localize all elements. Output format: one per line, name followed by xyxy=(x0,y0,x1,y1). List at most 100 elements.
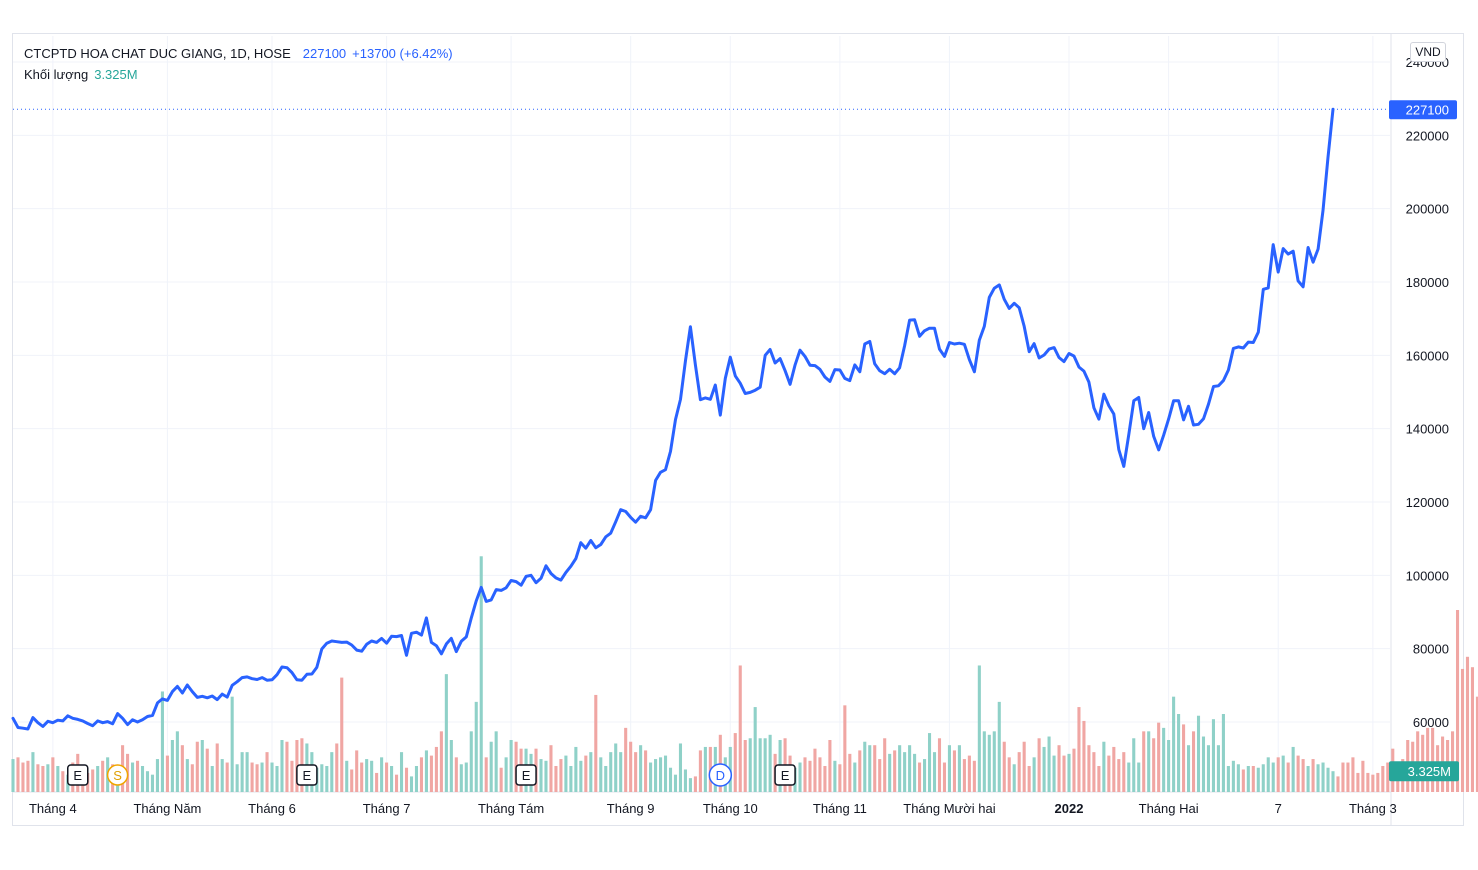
volume-bar xyxy=(270,762,274,792)
volume-bar xyxy=(1172,696,1176,792)
x-tick-label: Tháng 10 xyxy=(703,801,758,816)
volume-bar xyxy=(140,766,145,792)
volume-bar xyxy=(1022,741,1026,792)
volume-bar xyxy=(688,778,692,792)
volume-bar xyxy=(629,741,633,792)
volume-bar xyxy=(1251,766,1255,792)
volume-bar xyxy=(1256,767,1260,792)
volume-bar xyxy=(1152,738,1156,792)
volume-bar xyxy=(1281,755,1285,792)
volume-bar xyxy=(36,764,40,792)
volume-bar xyxy=(1321,762,1325,792)
volume-bar xyxy=(823,766,827,792)
volume-bar xyxy=(559,759,563,792)
volume-bars xyxy=(11,556,1478,792)
currency-button[interactable]: VND xyxy=(1410,42,1446,62)
x-tick-label: Tháng 7 xyxy=(363,801,411,816)
volume-bar xyxy=(1426,727,1430,792)
volume-bar xyxy=(942,762,947,792)
volume-bar xyxy=(1007,757,1011,792)
earnings-marker-label: E xyxy=(303,768,312,783)
volume-bar xyxy=(360,762,364,792)
volume-bar xyxy=(753,707,757,792)
volume-bar xyxy=(539,759,543,792)
volume-bar xyxy=(738,665,742,792)
volume-bar xyxy=(1057,745,1061,792)
volume-bar xyxy=(1167,740,1171,792)
volume-label[interactable]: Khối lượng xyxy=(24,67,89,82)
time-axis[interactable]: Tháng 4 Tháng Năm Tháng 6 Tháng 7 Tháng Tám T… xyxy=(29,801,1397,816)
volume-bar xyxy=(843,705,847,792)
volume-bar xyxy=(908,745,912,792)
price-axis[interactable]: 60000 80000 100000 120000 140000 160000 180000… xyxy=(1389,55,1459,782)
volume-bar xyxy=(1017,752,1021,792)
volume-bar xyxy=(375,772,379,792)
volume-bar xyxy=(1371,774,1375,792)
volume-bar xyxy=(469,731,473,792)
grid xyxy=(13,34,1392,825)
volume-bar xyxy=(803,757,807,792)
volume-bar xyxy=(1107,755,1111,792)
volume-bar xyxy=(1122,752,1126,792)
volume-bar xyxy=(1226,766,1230,792)
volume-bar xyxy=(101,760,105,792)
volume-bar xyxy=(813,748,817,792)
volume-bar xyxy=(320,764,324,792)
volume-bar xyxy=(609,752,613,792)
volume-bar xyxy=(195,741,199,792)
volume-bar xyxy=(479,556,483,792)
volume-bar xyxy=(1221,714,1225,792)
volume-bar xyxy=(1311,759,1315,792)
volume-bar xyxy=(325,766,329,792)
volume-bar xyxy=(1475,696,1478,792)
volume-bar xyxy=(509,740,513,792)
volume-bar xyxy=(220,759,224,792)
volume-bar xyxy=(21,762,25,792)
volume-bar xyxy=(504,757,508,792)
volume-bar xyxy=(1112,746,1116,792)
volume-bar xyxy=(549,745,553,792)
volume-bar xyxy=(599,757,603,792)
volume-bar xyxy=(594,694,598,792)
volume-bar xyxy=(634,752,638,792)
volume-bar xyxy=(145,771,150,792)
volume-bar xyxy=(1012,764,1016,792)
price-tag xyxy=(1389,100,1457,120)
volume-bar xyxy=(250,762,254,792)
volume-bar xyxy=(644,750,648,792)
volume-bar xyxy=(275,766,279,792)
volume-bar xyxy=(624,727,628,792)
volume-bar xyxy=(1201,736,1206,792)
chart-frame[interactable] xyxy=(12,33,1464,826)
volume-bar xyxy=(155,759,159,792)
volume-bar xyxy=(1341,762,1345,792)
volume-bar xyxy=(1132,738,1136,792)
volume-bar xyxy=(350,769,354,792)
x-tick-label: Tháng Năm xyxy=(133,801,201,816)
symbol-title[interactable]: CTCPTD HOA CHAT DUC GIANG, 1D, HOSE xyxy=(24,46,291,61)
volume-bar xyxy=(185,759,189,792)
volume-bar xyxy=(838,764,842,792)
volume-bar xyxy=(11,759,15,792)
earnings-marker xyxy=(67,764,89,786)
dividend-marker xyxy=(708,763,733,787)
y-tick-label: 120000 xyxy=(1406,495,1449,510)
volume-bar xyxy=(385,762,389,792)
y-tick-label: 80000 xyxy=(1413,642,1449,657)
volume-bar xyxy=(1331,771,1335,792)
volume-bar xyxy=(937,738,942,792)
volume-bar xyxy=(355,750,359,792)
volume-bar xyxy=(878,759,882,792)
volume-bar xyxy=(1386,762,1390,792)
volume-bar xyxy=(61,771,65,792)
volume-bar xyxy=(205,748,209,792)
legend-main: CTCPTD HOA CHAT DUC GIANG, 1D, HOSE 22710… xyxy=(24,46,453,61)
volume-bar xyxy=(1211,719,1215,792)
volume-bar xyxy=(977,665,981,792)
volume-bar xyxy=(335,743,339,792)
last-price: 227100 xyxy=(302,46,347,61)
volume-bar xyxy=(1346,762,1350,792)
volume-bar xyxy=(429,755,433,792)
